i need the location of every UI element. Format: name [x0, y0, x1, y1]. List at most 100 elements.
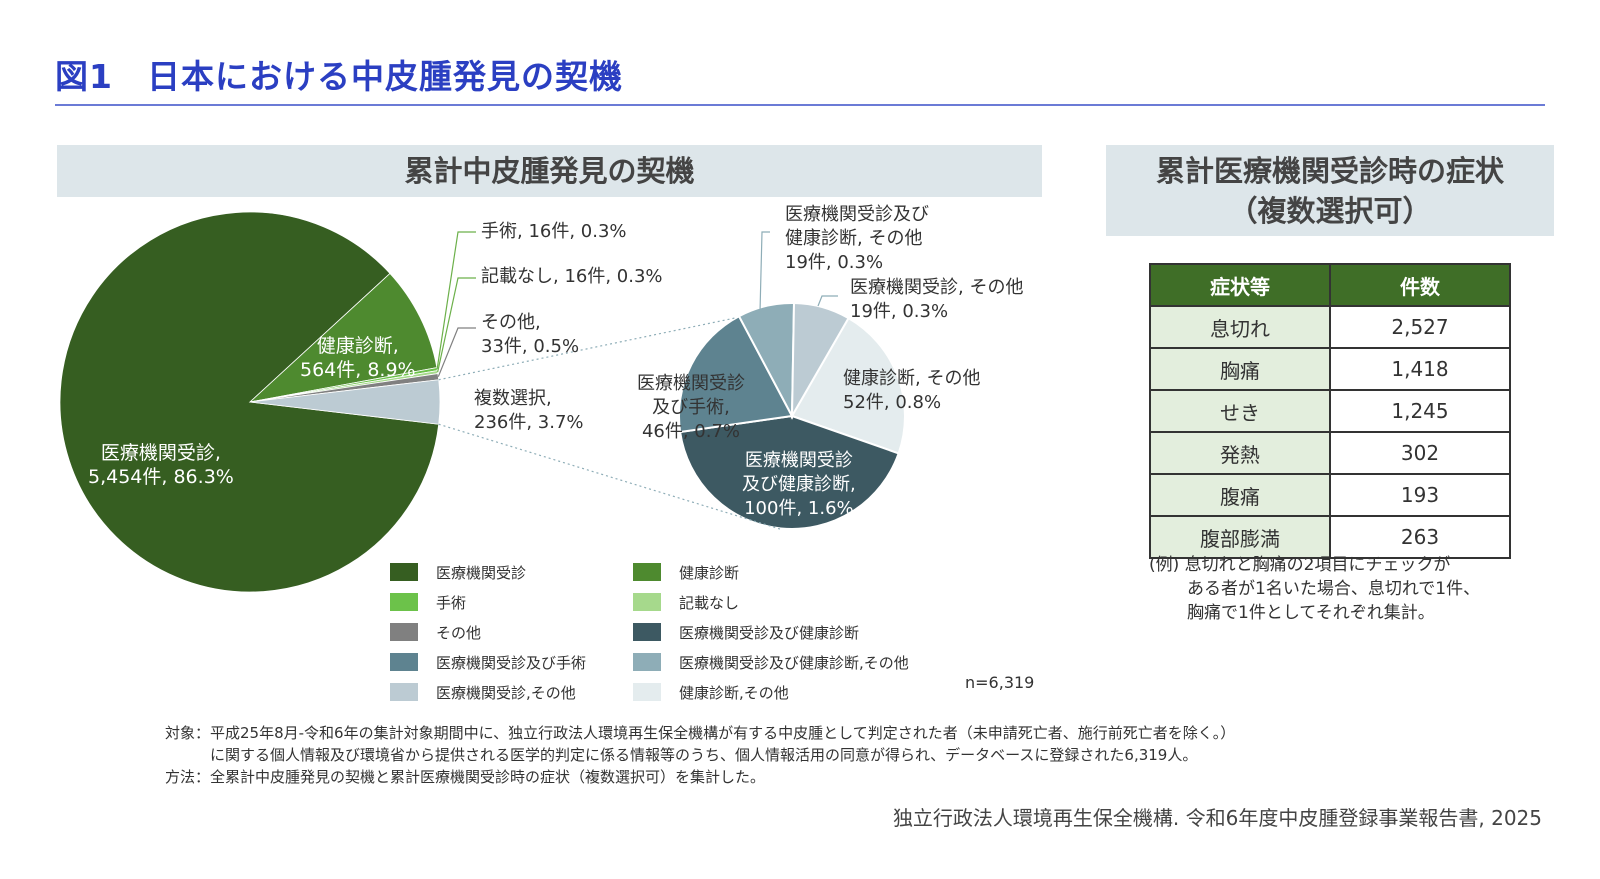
legend-item: 医療機関受診,その他 — [390, 681, 586, 703]
slice-label-line: 19件, 0.3% — [785, 252, 884, 273]
leader-line — [436, 231, 476, 370]
legend-swatch — [633, 623, 661, 641]
slice-label-line: 医療機関受診, その他 — [850, 277, 1024, 298]
figure-title: 図1 日本における中皮腫発見の契機 — [55, 57, 623, 96]
slice-label-line: 5,454件, 86.3% — [88, 466, 234, 488]
table-row: 発熱 302 — [1149, 431, 1511, 475]
table-note: (例) 息切れと胸痛の2項目にチェックが ある者が1名いた場合、息切れで1件、 … — [1149, 553, 1480, 625]
slice-label-line: 236件, 3.7% — [474, 412, 584, 433]
footnote: 対象：平成25年8月-令和6年の集計対象期間中に、独立行政法人環境再生保全機構が… — [165, 722, 1235, 788]
sub-label-visit-other: 医療機関受診, その他 19件, 0.3% — [850, 276, 1023, 324]
legend-swatch — [633, 653, 661, 671]
slice-label-line: 46件, 0.7% — [641, 421, 741, 442]
legend-swatch — [633, 683, 661, 701]
legend-label: 医療機関受診,その他 — [436, 683, 576, 702]
pie-slice — [59, 211, 440, 593]
table-cell-count: 263 — [1329, 515, 1511, 559]
legend-swatch — [633, 593, 661, 611]
legend-item: 健康診断 — [633, 561, 909, 583]
table-cell-symptom: 腹痛 — [1149, 473, 1331, 517]
legend-label: 健康診断 — [679, 563, 740, 582]
table-row: 腹痛 193 — [1149, 473, 1511, 517]
left-panel-title: 累計中皮腫発見の契機 — [57, 145, 1042, 197]
slice-label-line: 健康診断, その他 — [785, 228, 923, 249]
slice-label-line: 医療機関受診及び — [785, 204, 929, 225]
title-divider — [55, 104, 1545, 106]
pie-slice — [248, 272, 438, 403]
legend-label: 医療機関受診及び健康診断,その他 — [679, 653, 909, 672]
table-note-line: (例) 息切れと胸痛の2項目にチェックが — [1149, 555, 1451, 575]
table-cell-count: 1,245 — [1329, 389, 1511, 433]
sub-label-visit-checkup: 医療機関受診 及び健康診断, 100件, 1.6% — [742, 449, 856, 521]
slice-label-line: 医療機関受診 — [637, 373, 745, 394]
legend-item: 記載なし — [633, 591, 909, 613]
sub-label-visit-checkup-other: 医療機関受診及び 健康診断, その他 19件, 0.3% — [785, 203, 929, 275]
pie-slice — [679, 414, 900, 530]
legend-item: 医療機関受診及び健康診断 — [633, 621, 909, 643]
slice-label-surgery: 手術, 16件, 0.3% — [481, 220, 627, 244]
legend-swatch — [390, 563, 418, 581]
leader-line — [437, 327, 476, 377]
table-note-line: 胸痛で1件としてそれぞれ集計。 — [1187, 603, 1435, 623]
table-note-line: ある者が1名いた場合、息切れで1件、 — [1187, 579, 1481, 599]
table-cell-symptom: 腹部膨満 — [1149, 515, 1331, 559]
table-header-symptom: 症状等 — [1149, 263, 1331, 307]
table-cell-count: 193 — [1329, 473, 1511, 517]
footnote-line: 方法：全累計中皮腫発見の契機と累計医療機関受診時の症状（複数選択可）を集計した。 — [165, 768, 766, 786]
slice-label-line: 及び健康診断, — [742, 474, 856, 495]
legend-item: 医療機関受診 — [390, 561, 586, 583]
slice-label-line: 及び手術, — [652, 397, 730, 418]
sample-size-label: n=6,319 — [965, 673, 1035, 692]
source-citation: 独立行政法人環境再生保全機構. 令和6年度中皮腫登録事業報告書, 2025 — [892, 806, 1542, 830]
leader-line — [437, 277, 476, 373]
table-cell-count: 302 — [1329, 431, 1511, 475]
right-panel-title-line2: （複数選択可） — [1228, 193, 1432, 228]
sub-pie-chart — [678, 231, 906, 530]
legend-item: 健康診断,その他 — [633, 681, 909, 703]
slice-label-line: 複数選択, — [474, 388, 552, 409]
leader-line — [759, 231, 770, 313]
slice-label-line: 手術, 16件, 0.3% — [481, 221, 627, 242]
slice-label-line: 100件, 1.6% — [744, 498, 854, 519]
right-panel-title-line1: 累計医療機関受診時の症状 — [1155, 153, 1504, 188]
table-row: 胸痛 1,418 — [1149, 347, 1511, 391]
table-row: せき 1,245 — [1149, 389, 1511, 433]
table-row: 息切れ 2,527 — [1149, 305, 1511, 349]
connector-line — [438, 317, 736, 381]
slice-label-health-checkup: 健康診断, 564件, 8.9% — [300, 334, 416, 382]
legend-swatch — [390, 593, 418, 611]
table-header-row: 症状等 件数 — [1149, 263, 1511, 307]
slice-label-line: その他, — [481, 312, 541, 333]
slice-label-line: 33件, 0.5% — [481, 336, 580, 357]
sub-label-visit-surgery: 医療機関受診 及び手術, 46件, 0.7% — [637, 372, 745, 444]
legend-item: 医療機関受診及び手術 — [390, 651, 586, 673]
table-header-count: 件数 — [1329, 263, 1511, 307]
table-cell-symptom: 発熱 — [1149, 431, 1331, 475]
sub-leader-lines — [759, 231, 838, 313]
slice-label-line: 19件, 0.3% — [850, 301, 949, 322]
legend-swatch — [390, 623, 418, 641]
legend-swatch — [390, 653, 418, 671]
leader-lines — [436, 231, 476, 377]
symptom-table: 症状等 件数 息切れ 2,527 胸痛 1,418 せき 1,245 発熱 302 腹痛… — [1149, 263, 1511, 559]
table-cell-count: 1,418 — [1329, 347, 1511, 391]
slice-label-line: 564件, 8.9% — [300, 359, 416, 381]
legend-swatch — [633, 563, 661, 581]
main-pie-chart — [59, 211, 476, 593]
legend-label: その他 — [436, 623, 482, 642]
legend-column-right: 健康診断 記載なし 医療機関受診及び健康診断 医療機関受診及び健康診断,その他 … — [633, 561, 909, 703]
connector-lines — [438, 317, 781, 530]
table-cell-symptom: せき — [1149, 389, 1331, 433]
pie-slice — [249, 379, 441, 425]
pie-slice — [678, 314, 794, 434]
pie-slice — [790, 316, 906, 455]
legend-item: 手術 — [390, 591, 586, 613]
slice-label-other: その他, 33件, 0.5% — [481, 311, 579, 359]
legend-label: 健康診断,その他 — [679, 683, 789, 702]
sub-label-checkup-other: 健康診断, その他 52件, 0.8% — [843, 367, 980, 415]
slice-label-line: 記載なし, 16件, 0.3% — [481, 266, 663, 287]
slice-label-multiple-choice: 複数選択, 236件, 3.7% — [474, 387, 584, 435]
slice-label-line: 健康診断, その他 — [843, 368, 981, 389]
table-cell-symptom: 息切れ — [1149, 305, 1331, 349]
